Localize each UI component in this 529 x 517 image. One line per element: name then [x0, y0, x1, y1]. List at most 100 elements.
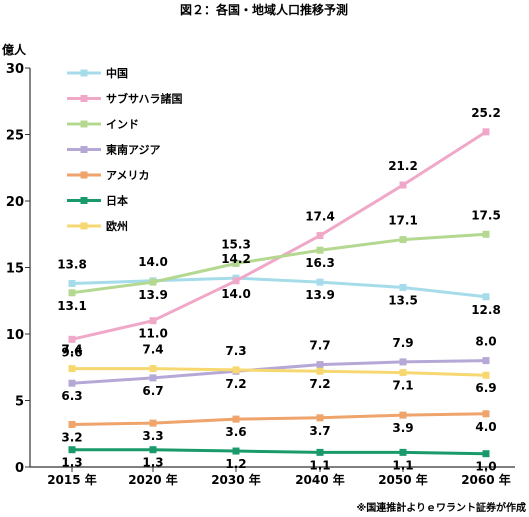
data-label: 3.9 — [392, 421, 413, 435]
data-point — [68, 420, 76, 428]
data-point — [68, 335, 76, 343]
data-label: 1.2 — [225, 457, 246, 471]
data-label: 11.0 — [138, 327, 168, 341]
data-label: 12.8 — [471, 303, 501, 317]
data-point — [316, 232, 324, 240]
source-note: ※国連推計よりｅワラント証券が作成 — [356, 501, 526, 514]
x-tick-label: 2060 年 — [461, 472, 511, 487]
series-6 — [68, 365, 490, 379]
legend-swatch-marker — [80, 146, 88, 153]
data-point — [482, 230, 490, 238]
data-point — [399, 369, 407, 377]
data-point — [316, 367, 324, 375]
data-point — [399, 411, 407, 419]
series-4 — [68, 410, 490, 428]
legend-label: インド — [106, 118, 139, 131]
y-tick-label: 20 — [6, 195, 24, 210]
data-point — [68, 379, 76, 387]
data-label: 3.7 — [309, 424, 330, 438]
data-label: 7.3 — [225, 344, 246, 358]
y-tick-label: 0 — [15, 461, 24, 476]
data-point — [316, 278, 324, 286]
data-label: 7.9 — [392, 336, 413, 350]
data-label: 6.9 — [475, 381, 496, 395]
data-point — [482, 450, 490, 458]
data-label: 16.3 — [305, 256, 335, 270]
data-point — [232, 260, 240, 268]
legend-label: アメリカ — [106, 169, 149, 182]
x-tick-label: 2030 年 — [211, 472, 261, 487]
data-point — [399, 448, 407, 456]
legend-swatch-marker — [80, 197, 88, 204]
legend-label: 欧州 — [106, 219, 128, 233]
data-label: 13.9 — [305, 288, 335, 302]
data-point — [399, 236, 407, 244]
data-label: 7.2 — [225, 377, 246, 391]
data-labels-layer: 13.8 14.0 14.2 13.9 13.5 12.8 9.6 11.0 14.0 17.4 2… — [57, 106, 501, 474]
series-line — [71, 232, 487, 295]
series-1 — [68, 128, 490, 343]
data-label: 3.6 — [225, 425, 246, 439]
series-layer — [68, 128, 490, 458]
series-line — [72, 367, 487, 377]
data-point — [149, 317, 157, 325]
data-label: 21.2 — [388, 159, 418, 173]
data-label: 7.4 — [61, 343, 82, 357]
data-label: 7.4 — [142, 343, 163, 357]
legend-item-6: 欧州 — [67, 219, 128, 233]
data-label: 14.0 — [138, 255, 168, 269]
data-point — [232, 447, 240, 455]
series-5 — [68, 446, 490, 458]
legend-item-5: 日本 — [67, 194, 128, 208]
data-label: 1.3 — [61, 456, 82, 470]
legend-item-1: サブサハラ諸国 — [67, 92, 183, 106]
x-tick-label: 2050 年 — [378, 472, 428, 487]
data-point — [316, 448, 324, 456]
series-line — [71, 359, 487, 385]
data-point — [232, 366, 240, 374]
legend-swatch-marker — [80, 120, 88, 128]
data-label: 9.6 — [61, 345, 82, 359]
legend-item-4: アメリカ — [67, 169, 149, 182]
data-point — [68, 279, 76, 287]
data-point — [68, 446, 76, 454]
data-label: 17.5 — [471, 208, 501, 222]
data-point — [149, 446, 157, 454]
series-line — [71, 130, 487, 341]
data-label: 14.2 — [221, 252, 251, 266]
data-label: 3.3 — [142, 429, 163, 443]
data-label: 14.0 — [221, 287, 251, 301]
legend-swatch-marker — [80, 171, 88, 179]
series-2 — [68, 230, 490, 297]
data-label: 1.3 — [142, 456, 163, 470]
legend-swatch-marker — [80, 95, 88, 102]
series-line — [71, 412, 487, 426]
data-point — [316, 414, 324, 422]
legend-label: 東南アジア — [106, 143, 161, 157]
y-tick-label: 15 — [6, 262, 24, 277]
data-label: 7.7 — [309, 339, 330, 353]
data-point — [482, 371, 490, 379]
y-tick-label: 5 — [15, 395, 24, 410]
data-label: 17.1 — [388, 214, 418, 228]
data-point — [149, 374, 157, 382]
legend-label: 中国 — [106, 66, 128, 80]
data-point — [149, 278, 157, 286]
series-line — [72, 448, 487, 456]
y-tick-label: 25 — [6, 129, 24, 144]
data-point — [149, 419, 157, 427]
legend-label: 日本 — [106, 194, 128, 208]
series-0 — [68, 274, 490, 301]
data-point — [399, 181, 407, 189]
data-label: 6.3 — [61, 389, 82, 403]
data-point — [316, 246, 324, 254]
data-label: 17.4 — [305, 210, 335, 224]
data-label: 8.0 — [475, 335, 496, 349]
data-label: 7.1 — [392, 379, 413, 393]
y-axis-unit-label: 億人 — [2, 42, 27, 57]
data-label: 13.1 — [57, 299, 87, 313]
y-tick-label: 10 — [6, 328, 24, 343]
data-label: 1.1 — [392, 458, 413, 472]
data-label: 1.1 — [309, 458, 330, 472]
